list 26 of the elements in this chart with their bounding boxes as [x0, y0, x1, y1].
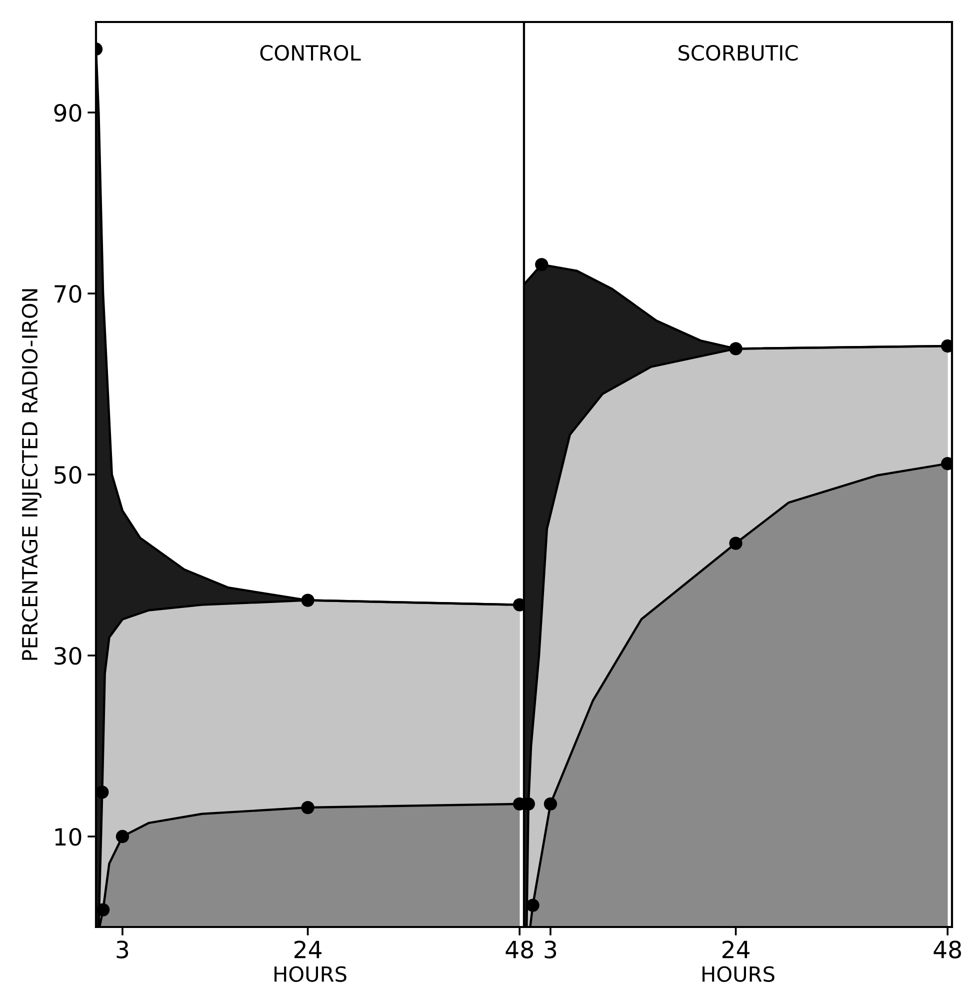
x-tick-label: 3	[544, 940, 556, 958]
point	[544, 797, 558, 811]
x-axis-title: HOURS	[274, 966, 346, 982]
x-tick-label: 24	[294, 940, 322, 958]
x-tick-label: 24	[722, 940, 750, 958]
y-tick-label: 50	[54, 466, 82, 484]
point	[526, 898, 540, 912]
point	[116, 830, 130, 844]
x-axis-title: HOURS	[702, 966, 774, 982]
y-axis-title: PERCENTAGE INJECTED RADIO-IRON	[22, 289, 42, 660]
x-tick-label: 3	[116, 940, 128, 958]
point	[301, 800, 314, 814]
point	[729, 342, 742, 356]
x-tick-label: 48	[506, 940, 533, 958]
point	[96, 786, 109, 799]
y-tick-label: 70	[54, 284, 82, 303]
point	[301, 594, 314, 607]
y-tick-label: 10	[55, 828, 82, 846]
y-tick-label: 90	[54, 104, 82, 122]
x-tick-label: 48	[934, 940, 961, 958]
text: SCORBUTIC	[678, 44, 798, 61]
y-tick-label: 30	[54, 646, 82, 665]
point	[535, 258, 548, 272]
point	[729, 536, 742, 550]
text: CONTROL	[260, 44, 361, 61]
point	[96, 903, 110, 916]
